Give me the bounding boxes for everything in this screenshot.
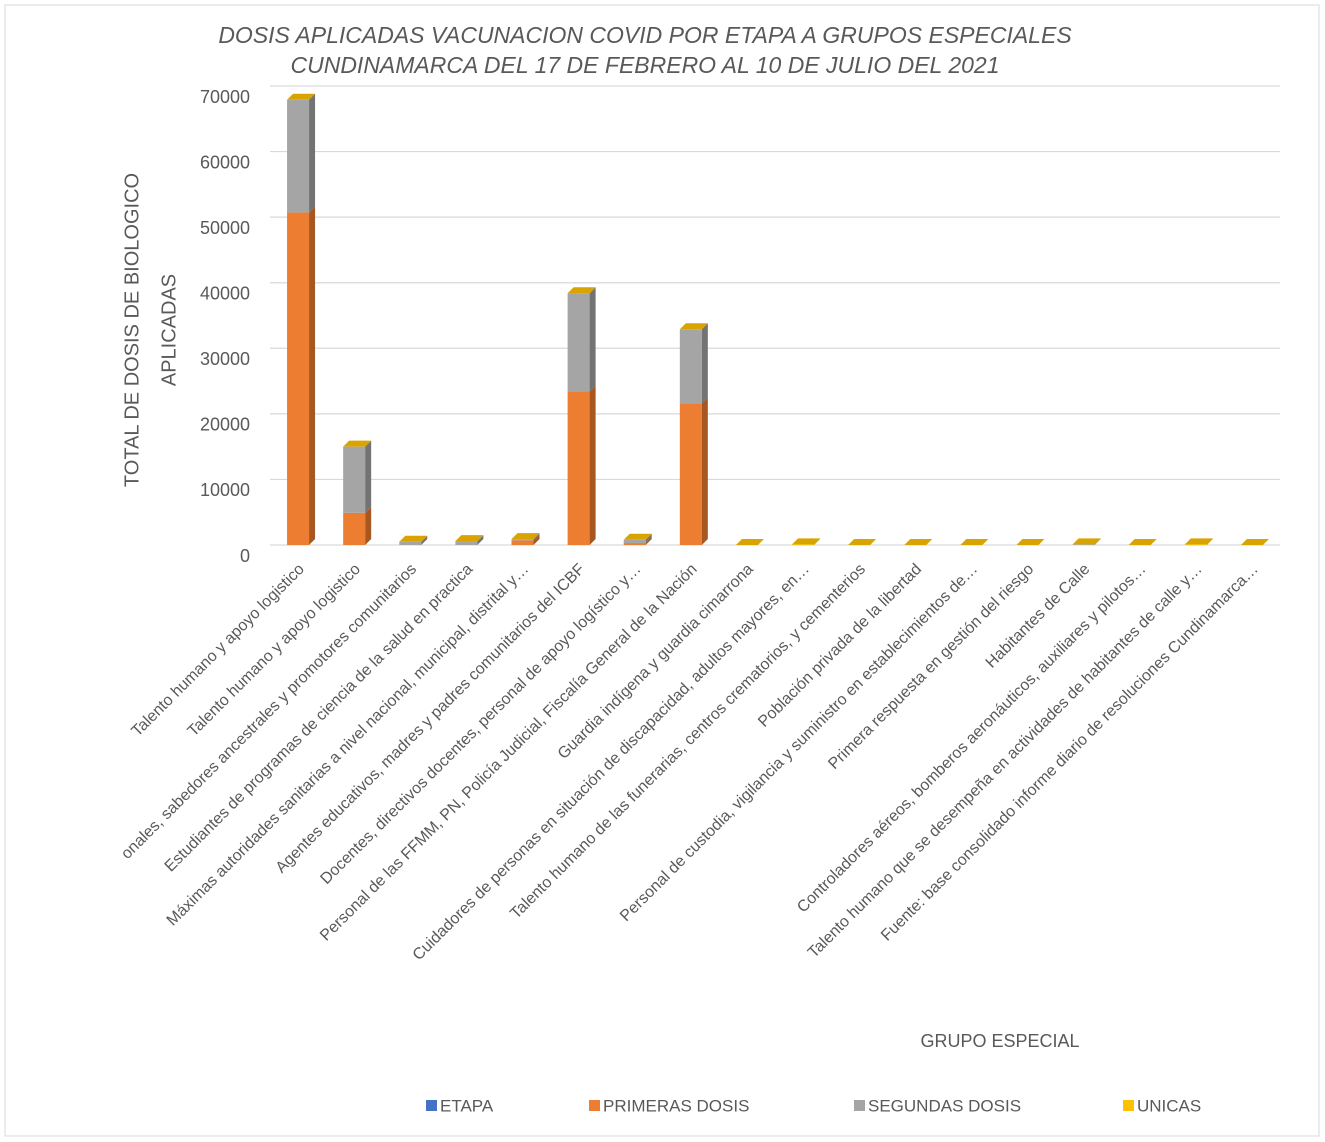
bar-segment [287,212,310,545]
bar-segment [679,403,702,545]
legend-swatch [426,1100,437,1111]
legend-label: ETAPA [440,1096,494,1115]
y-tick-label: 70000 [200,87,250,107]
y-tick-label: 60000 [200,152,250,172]
y-axis-label: APLICADAS [158,274,180,386]
bar-segment [792,544,815,545]
bar-top [1184,538,1213,545]
y-tick-label: 20000 [200,415,250,435]
bar-side [477,535,484,545]
bar-side [365,440,372,513]
bar-top [399,535,428,542]
bar-segment [567,391,590,545]
bar-side [309,206,316,545]
bar-segment [1072,544,1095,545]
bar-top [960,539,989,545]
bar-segment [287,99,310,213]
bar-segment [623,543,646,545]
bar-top [343,440,372,447]
bar-top [567,287,596,294]
bar-side [365,506,372,545]
bar-side [533,533,540,541]
bar-segment [567,293,590,392]
y-tick-label: 10000 [200,480,250,500]
bar-top [511,533,540,540]
bar-segment [679,329,702,404]
chart-frame [4,4,1320,1137]
y-tick-label: 0 [240,546,250,566]
bar-top [623,533,652,540]
bar-top [1240,539,1269,545]
legend-label: UNICAS [1137,1096,1201,1115]
x-axis-label: GRUPO ESPECIAL [920,1031,1079,1051]
bar-top [1072,538,1101,545]
bar-side [701,397,708,545]
bar-top [904,539,933,545]
legend-swatch [854,1100,865,1111]
bar-top [1016,539,1045,545]
bar-segment [343,512,366,545]
y-tick-label: 30000 [200,349,250,369]
bar-side [421,535,428,545]
legend-swatch [1123,1100,1134,1111]
chart-title: CUNDINAMARCA DEL 17 DE FEBRERO AL 10 DE … [290,52,999,78]
legend-swatch [589,1100,600,1111]
y-tick-label: 50000 [200,218,250,238]
bar-side [645,537,652,545]
legend-label: SEGUNDAS DOSIS [868,1096,1021,1115]
bar-side [645,533,652,544]
bar-segment [1184,544,1207,545]
bar-side [589,287,596,392]
bar-side [309,93,316,213]
bar-side [701,323,708,404]
bar-top [455,535,484,542]
y-tick-label: 40000 [200,283,250,303]
bar-top [679,323,708,330]
bar-side [533,534,540,545]
bar-segment [343,446,366,513]
bar-segment [511,539,534,541]
bar-side [1094,538,1101,545]
bar-top [1128,539,1157,545]
bar-segment [399,541,422,545]
bar-side [1206,538,1213,545]
bar-top [848,539,877,545]
bar-segment [455,541,478,545]
bar-top [735,539,764,545]
bar-top [287,93,316,100]
bar-side [589,385,596,545]
y-axis-label: TOTAL DE DOSIS DE BIOLOGICO [121,173,143,487]
chart-title: DOSIS APLICADAS VACUNACION COVID POR ETA… [218,22,1072,48]
legend-label: PRIMERAS DOSIS [603,1096,749,1115]
bar-top [792,538,821,545]
bar-segment [623,539,646,544]
bar-segment [511,540,534,545]
bar-side [814,538,821,545]
